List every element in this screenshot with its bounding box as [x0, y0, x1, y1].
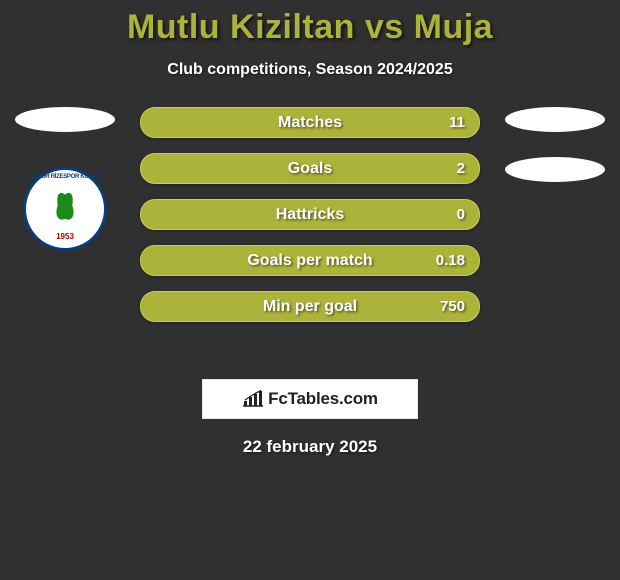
stat-value: 750 [440, 298, 465, 315]
stat-value: 2 [457, 160, 465, 177]
stat-value: 11 [449, 114, 465, 131]
stat-bar: Matches 11 [140, 107, 480, 138]
club-badge-inner [37, 181, 93, 237]
infographic-root: Mutlu Kiziltan vs Muja Club competitions… [0, 0, 620, 457]
club-badge-year: 1953 [26, 232, 104, 241]
stat-value: 0 [457, 206, 465, 223]
player-photo-placeholder-right-1 [505, 107, 605, 132]
comparison-area: ÇAYKUR RİZESPOR KULÜBÜ 1953 Matches 11 G… [0, 107, 620, 357]
stat-value: 0.18 [436, 252, 465, 269]
stat-bar: Goals 2 [140, 153, 480, 184]
page-subtitle: Club competitions, Season 2024/2025 [0, 61, 620, 79]
stats-list: Matches 11 Goals 2 Hattricks 0 Goals per… [140, 107, 480, 322]
footer-date: 22 february 2025 [0, 437, 620, 457]
player-right-column [500, 107, 610, 182]
stat-bar: Hattricks 0 [140, 199, 480, 230]
player-left-column: ÇAYKUR RİZESPOR KULÜBÜ 1953 [10, 107, 120, 251]
brand-text: FcTables.com [268, 389, 378, 409]
stat-label: Min per goal [141, 298, 479, 316]
page-title: Mutlu Kiziltan vs Muja [0, 8, 620, 47]
stat-bar: Goals per match 0.18 [140, 245, 480, 276]
stat-label: Goals [141, 160, 479, 178]
player-photo-placeholder-right-2 [505, 157, 605, 182]
brand-attribution: FcTables.com [202, 379, 418, 419]
club-badge-left: ÇAYKUR RİZESPOR KULÜBÜ 1953 [23, 167, 107, 251]
player-photo-placeholder-left [15, 107, 115, 132]
stat-label: Hattricks [141, 206, 479, 224]
bar-chart-icon [242, 390, 264, 408]
stat-bar: Min per goal 750 [140, 291, 480, 322]
club-badge-arc-text: ÇAYKUR RİZESPOR KULÜBÜ [26, 174, 104, 180]
stat-label: Goals per match [141, 252, 479, 270]
stat-label: Matches [141, 114, 479, 132]
